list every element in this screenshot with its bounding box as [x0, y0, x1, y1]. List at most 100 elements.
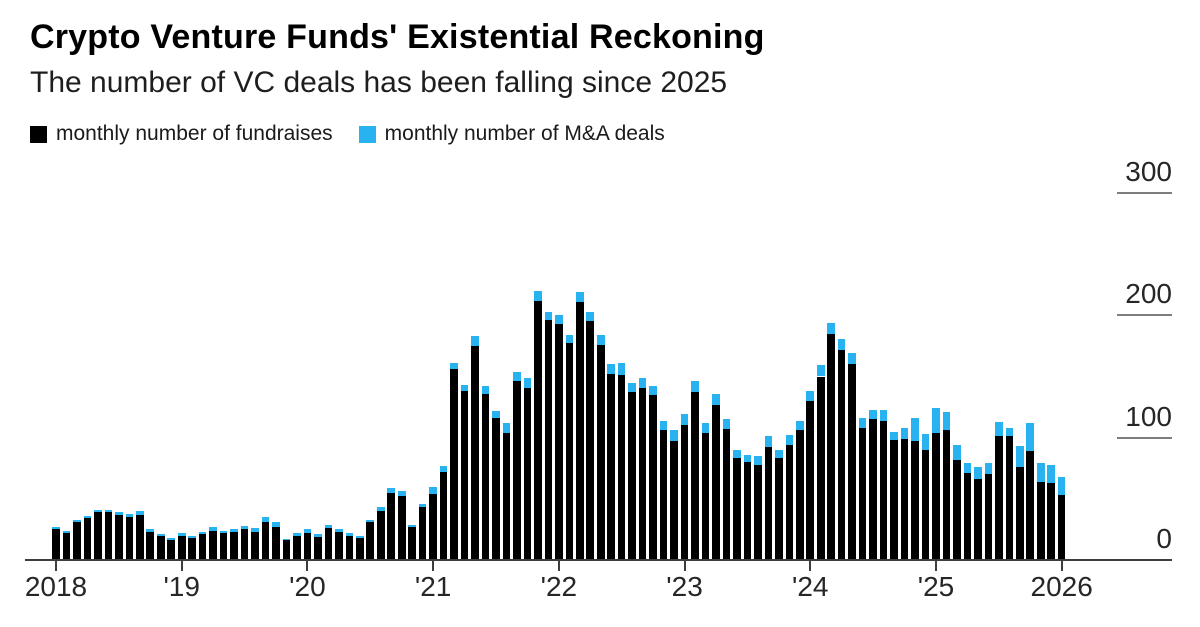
bar-2019-08-fundraises	[251, 531, 259, 560]
bar-2024-09-fundraises	[890, 440, 898, 560]
bar-2024-05-ma-deals	[848, 353, 856, 365]
bar-2024-09-ma-deals	[890, 431, 898, 441]
bar-2024-03-ma-deals	[827, 322, 836, 334]
bar-2023-03-fundraises	[701, 432, 710, 560]
bar-2022-10-ma-deals	[649, 386, 657, 395]
legend-item-fundraises: monthly number of fundraises	[30, 122, 333, 146]
bar-2023-01-ma-deals	[680, 414, 689, 426]
y-axis-label-200: 200	[1125, 278, 1172, 310]
bar-2022-12-fundraises	[670, 441, 678, 560]
bar-2021-06-fundraises	[481, 393, 490, 560]
bar-2023-05-fundraises	[722, 429, 731, 560]
bar-2023-12-fundraises	[795, 430, 804, 560]
bar-2021-07-fundraises	[492, 418, 500, 560]
bar-2024-08-fundraises	[879, 420, 888, 560]
bar-2023-10-ma-deals	[775, 449, 783, 459]
y-axis-label-0: 0	[1156, 523, 1172, 554]
bar-2025-03-fundraises	[953, 459, 961, 560]
bar-2025-11-ma-deals	[1036, 463, 1045, 482]
bar-2020-07-fundraises	[366, 522, 375, 560]
bar-2019-04-ma-deals	[209, 526, 217, 531]
legend-label-fundraises: monthly number of fundraises	[56, 122, 333, 145]
bar-2019-05-fundraises	[219, 533, 228, 560]
bar-2025-06-fundraises	[984, 474, 993, 560]
bar-2022-08-fundraises	[628, 392, 636, 560]
bar-2024-12-fundraises	[921, 449, 930, 560]
bar-2022-06-fundraises	[607, 374, 616, 560]
bar-2019-06-ma-deals	[230, 529, 238, 532]
fundraises-swatch-icon	[30, 125, 47, 143]
bar-2023-07-fundraises	[743, 462, 752, 560]
bar-2020-09-ma-deals	[387, 487, 396, 493]
bar-2023-11-fundraises	[785, 445, 794, 560]
bar-2026-01-fundraises	[1057, 495, 1066, 560]
bar-2020-03-fundraises	[324, 528, 333, 560]
legend-item-ma-deals: monthly number of M&A deals	[358, 122, 665, 146]
legend-label-ma-deals: monthly number of M&A deals	[384, 122, 665, 145]
bar-2022-08-ma-deals	[628, 382, 636, 393]
x-tick-22	[557, 560, 560, 571]
bar-2022-06-ma-deals	[607, 364, 616, 375]
bar-2024-01-ma-deals	[806, 391, 815, 401]
bar-2019-04-fundraises	[209, 530, 217, 560]
bar-2023-11-ma-deals	[785, 435, 794, 445]
bar-2020-03-ma-deals	[324, 524, 333, 529]
bar-2019-11-fundraises	[282, 540, 291, 560]
bar-2026-01-ma-deals	[1057, 476, 1066, 496]
x-tick-25	[934, 560, 937, 571]
bar-2022-05-fundraises	[596, 344, 605, 560]
bar-2021-12-ma-deals	[544, 311, 553, 321]
bar-2020-11-fundraises	[408, 526, 416, 560]
bar-2020-09-fundraises	[387, 492, 396, 560]
bar-2020-11-ma-deals	[408, 524, 416, 527]
ma-deals-swatch-icon	[358, 125, 376, 143]
bar-2022-09-fundraises	[638, 387, 647, 560]
bar-2018-08-fundraises	[125, 517, 134, 560]
bar-2023-08-ma-deals	[754, 456, 762, 465]
x-axis-label-25: '25	[917, 571, 955, 602]
bar-2023-01-fundraises	[680, 425, 689, 560]
chart-subtitle: The number of VC deals has been falling …	[30, 66, 728, 99]
bar-2022-03-ma-deals	[576, 292, 584, 302]
bar-2018-11-fundraises	[156, 535, 165, 560]
bar-2018-09-fundraises	[136, 514, 144, 560]
bar-2023-06-ma-deals	[733, 449, 741, 459]
bar-2020-12-fundraises	[418, 507, 427, 560]
y-axis-label-100: 100	[1125, 400, 1172, 432]
x-axis-label-2018: 2018	[24, 571, 88, 602]
bar-2021-09-fundraises	[513, 381, 521, 560]
bar-2022-03-fundraises	[576, 301, 584, 560]
bar-2025-07-fundraises	[995, 436, 1003, 560]
bar-2024-05-fundraises	[848, 364, 856, 560]
bar-2019-02-fundraises	[188, 537, 196, 560]
bar-2020-10-ma-deals	[397, 491, 406, 497]
bar-2022-02-fundraises	[565, 343, 574, 560]
x-tick-21	[432, 560, 435, 571]
bar-2020-06-fundraises	[356, 537, 364, 560]
bar-2021-01-fundraises	[429, 493, 437, 560]
y-gridline-300	[1117, 192, 1172, 194]
bar-2021-08-ma-deals	[502, 422, 511, 433]
bar-2018-02-fundraises	[62, 533, 71, 560]
bar-2020-01-fundraises	[303, 533, 312, 560]
bar-2019-12-fundraises	[293, 535, 301, 560]
bar-2025-05-ma-deals	[974, 467, 982, 480]
bar-2020-05-fundraises	[345, 535, 354, 560]
bar-2025-03-ma-deals	[953, 445, 961, 460]
y-gridline-100	[1117, 436, 1172, 439]
bar-2018-06-ma-deals	[104, 509, 113, 513]
x-tick-2018	[55, 560, 57, 571]
bar-2018-01-ma-deals	[52, 526, 60, 530]
bar-2025-04-ma-deals	[963, 463, 972, 474]
x-axis-label-2026: 2026	[1030, 571, 1093, 602]
bar-2019-09-ma-deals	[261, 517, 270, 523]
bar-2025-02-fundraises	[942, 430, 951, 560]
bar-2024-10-ma-deals	[900, 427, 909, 439]
bar-2021-03-fundraises	[450, 369, 458, 560]
bar-2024-07-fundraises	[869, 419, 877, 560]
bar-2021-10-ma-deals	[523, 377, 532, 388]
bar-2018-12-fundraises	[167, 540, 176, 560]
x-tick-19	[180, 560, 183, 571]
bar-2019-03-ma-deals	[198, 531, 207, 535]
bar-2021-04-ma-deals	[460, 385, 469, 392]
